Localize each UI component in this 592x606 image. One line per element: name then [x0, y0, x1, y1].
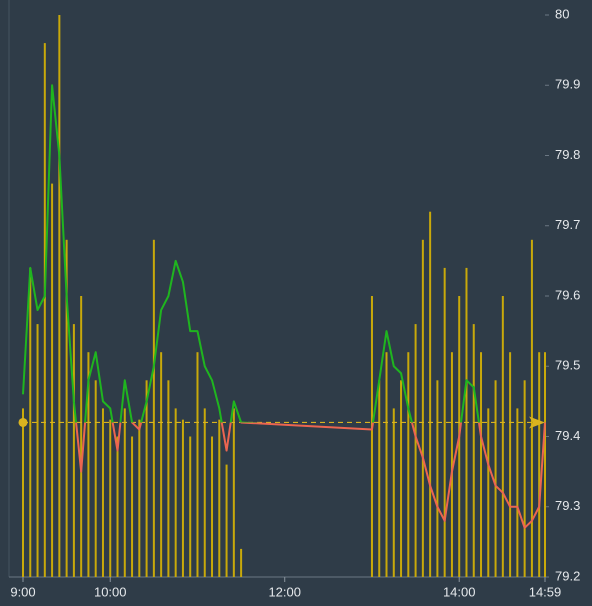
volume-bar: [436, 380, 439, 577]
volume-bar: [29, 267, 32, 577]
volume-bar: [87, 352, 90, 577]
x-tick-label: 14:59: [529, 584, 562, 599]
x-tick-label: 10:00: [94, 584, 127, 599]
volume-bar: [94, 380, 97, 577]
volume-bar: [225, 464, 228, 577]
volume-bar: [385, 352, 388, 577]
volume-bar: [116, 436, 119, 577]
volume-bar: [196, 352, 199, 577]
volume-bar: [450, 352, 453, 577]
volume-bar: [167, 380, 170, 577]
y-tick-label: 79.7: [555, 217, 580, 232]
volume-bar: [472, 324, 475, 577]
volume-bar: [43, 43, 46, 578]
volume-bar: [494, 380, 497, 577]
volume-bar: [65, 239, 68, 578]
volume-bar: [240, 548, 243, 577]
x-tick-label: 9:00: [10, 584, 35, 599]
volume-bar: [203, 408, 206, 577]
volume-bar: [145, 380, 148, 577]
volume-bar: [421, 239, 424, 578]
x-tick-label: 14:00: [443, 584, 476, 599]
volume-bar: [487, 408, 490, 577]
volume-bar: [211, 436, 214, 577]
y-tick-label: 80: [555, 6, 569, 21]
volume-bar: [538, 352, 541, 577]
volume-bar: [523, 380, 526, 577]
y-tick-label: 79.2: [555, 568, 580, 583]
volume-bar: [429, 211, 432, 577]
volume-bar: [530, 239, 533, 578]
volume-bar: [544, 352, 546, 577]
y-tick-label: 79.5: [555, 358, 580, 373]
volume-bar: [480, 352, 483, 577]
volume-bar: [443, 267, 446, 577]
volume-bar: [378, 380, 381, 577]
y-tick-label: 79.8: [555, 147, 580, 162]
volume-bar: [232, 408, 235, 577]
volume-bar: [36, 324, 39, 577]
volume-bar: [152, 239, 155, 578]
volume-bar: [51, 183, 54, 577]
y-tick-label: 79.3: [555, 498, 580, 513]
volume-bar: [189, 436, 192, 577]
volume-bar: [22, 408, 24, 577]
y-tick-label: 79.6: [555, 287, 580, 302]
volume-bar: [400, 380, 403, 577]
volume-bar: [80, 296, 83, 577]
volume-bar: [123, 408, 126, 577]
y-tick-label: 79.9: [555, 77, 580, 92]
volume-bar: [72, 324, 75, 577]
y-tick-label: 79.4: [555, 428, 580, 443]
volume-bar: [501, 296, 504, 577]
volume-bar: [392, 408, 395, 577]
volume-bar: [160, 352, 163, 577]
volume-bar: [101, 408, 104, 577]
reference-arrow: [529, 416, 545, 429]
volume-bar: [131, 436, 134, 577]
volume-bar: [138, 419, 141, 577]
volume-bar: [109, 419, 112, 577]
x-tick-label: 12:00: [268, 584, 301, 599]
volume-bar: [370, 296, 373, 577]
volume-bar: [414, 324, 417, 577]
price-line: [22, 84, 546, 423]
volume-bar: [516, 408, 519, 577]
volume-bar: [174, 408, 177, 577]
volume-bar: [509, 352, 512, 577]
volume-bar: [181, 419, 184, 577]
volume-bar: [407, 352, 410, 577]
volume-bar: [218, 419, 221, 577]
reference-dot: [18, 417, 28, 427]
volume-bar: [58, 15, 61, 577]
price-line: [75, 422, 546, 529]
